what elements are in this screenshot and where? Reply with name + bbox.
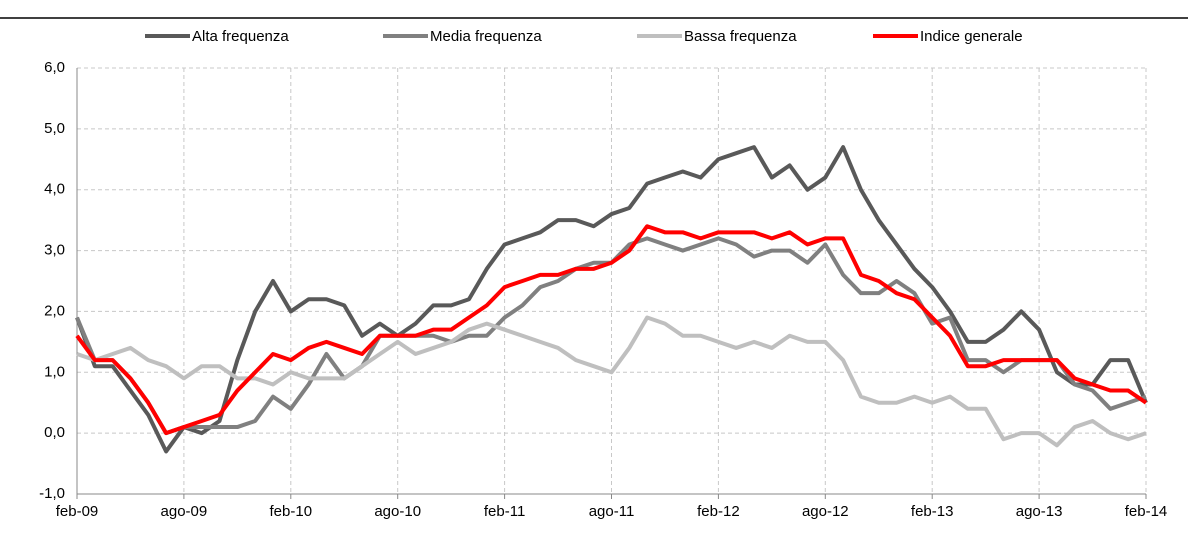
y-tick-label: 5,0 (44, 120, 65, 137)
x-tick-label: ago-10 (374, 503, 421, 520)
x-tick-label: feb-12 (697, 503, 740, 520)
legend-label: Indice generale (920, 28, 1023, 45)
series-line (75, 145, 1148, 454)
x-tick-label: ago-12 (802, 503, 849, 520)
series-line (76, 315, 1147, 448)
y-tick-label: 6,0 (44, 59, 65, 76)
y-tick-label: 1,0 (44, 363, 65, 380)
x-tick-label: feb-09 (56, 503, 99, 520)
x-tick-label: feb-10 (270, 503, 313, 520)
y-tick-label: 4,0 (44, 181, 65, 198)
legend-label: Media frequenza (430, 28, 542, 45)
y-tick-label: -1,0 (39, 485, 65, 502)
x-tick-label: ago-13 (1016, 503, 1063, 520)
x-tick-label: ago-11 (589, 503, 635, 520)
legend-label: Alta frequenza (192, 28, 289, 45)
x-tick-label: feb-14 (1125, 503, 1168, 520)
x-tick-label: feb-13 (911, 503, 954, 520)
y-tick-label: 2,0 (44, 302, 65, 319)
legend-label: Bassa frequenza (684, 28, 797, 45)
series-line (75, 224, 1148, 436)
y-tick-label: 3,0 (44, 242, 65, 259)
x-tick-label: feb-11 (484, 503, 525, 520)
x-tick-label: ago-09 (161, 503, 208, 520)
y-tick-label: 0,0 (44, 424, 65, 441)
